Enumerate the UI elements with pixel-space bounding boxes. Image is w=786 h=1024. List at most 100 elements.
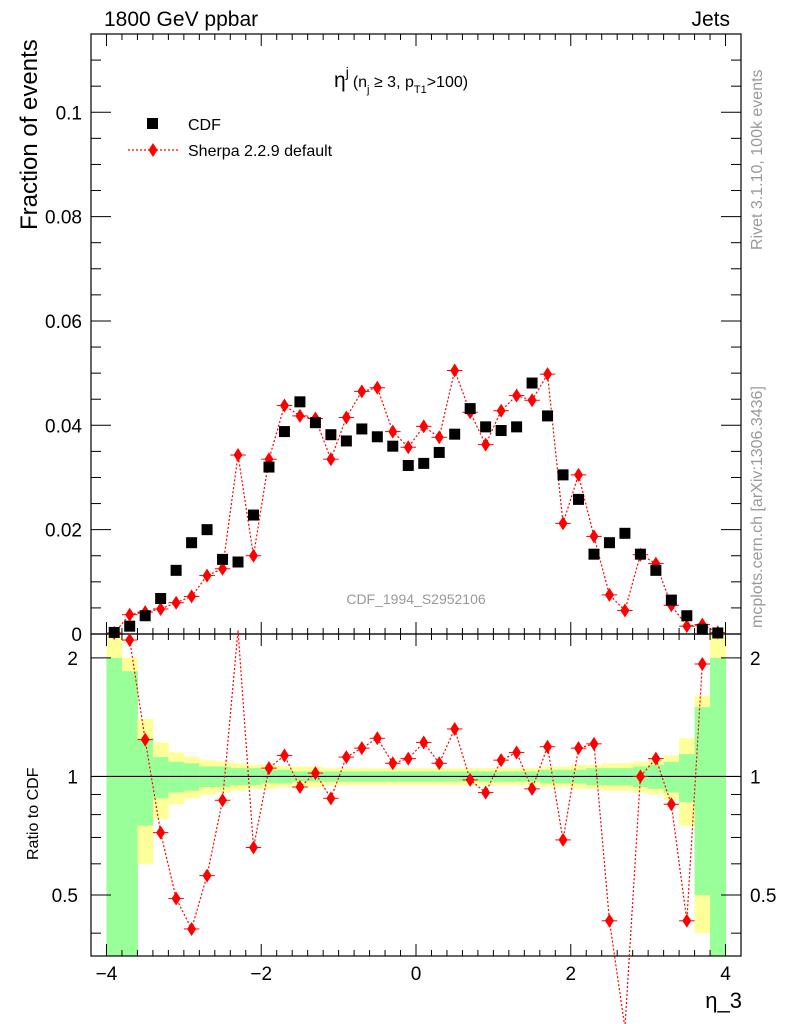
title-end: >100) [427,74,468,91]
ratio-point [310,766,320,781]
ratio-point [697,656,707,671]
title-sub1: j [366,84,369,96]
ratio-point [589,736,599,751]
ratio-point [403,751,413,766]
ratio-point [419,735,429,750]
sherpa-point [682,619,692,634]
header-left: 1800 GeV ppbar [104,8,259,31]
sherpa-point [125,607,135,622]
y-tick-label-top: 0.08 [45,208,82,229]
cdf-point [325,429,337,441]
cdf-point [557,469,569,481]
ratio-point [372,731,382,746]
sherpa-point [249,548,258,563]
sherpa-point [543,367,553,382]
ratio-point [295,780,305,795]
cdf-point [294,396,306,408]
cdf-point [526,377,538,389]
title-eta: η [334,69,346,92]
ratio-point [496,753,506,768]
bottom-ylabel: Ratio to CDF [25,767,42,860]
ratio-point [140,732,150,747]
y-tick-label-bottom-right: 0.5 [750,886,776,907]
title-sup: j [345,64,349,80]
x-tick-label: 4 [720,964,731,985]
ratio-point [156,825,166,840]
x-tick-label: 2 [565,964,576,985]
panel-title: ηj(nj ≥ 3, pT1>100) [334,64,468,96]
cdf-point [573,493,584,505]
y-tick-label-top: 0.04 [45,416,82,437]
legend-cdf-label: CDF [188,117,221,134]
plot-frames [90,33,742,957]
cdf-point [139,610,151,622]
legend-sherpa-label: Sherpa 2.2.9 default [188,143,333,160]
y-tick-label-top: 0.02 [45,521,82,542]
sherpa-point [279,398,289,413]
y-tick-label-bottom-right: 1 [750,767,761,788]
sherpa-point [372,380,382,395]
sherpa-point [295,408,305,423]
ratio-point [666,797,676,812]
band-inner [694,707,711,895]
ratio-point [465,772,475,787]
y-tick-label-bottom: 1 [67,767,78,788]
ratio-point [512,745,522,760]
cdf-point [511,421,523,433]
sherpa-point [233,448,243,463]
band-inner [152,757,169,799]
cdf-point [542,410,554,422]
side-mcplots: mcplots.cern.ch [arXiv:1306.3436] [749,386,766,628]
band-inner [137,738,154,826]
svg-text:ηj(nj ≥ 3, pT1>100): ηj(nj ≥ 3, pT1>100) [334,64,468,96]
sherpa-point [527,393,537,408]
ratio-point [558,832,568,847]
cdf-point [402,459,414,471]
sherpa-point [171,595,181,610]
sherpa-point [202,568,212,583]
sherpa-point [512,388,522,403]
sherpa-point [357,384,367,399]
ratio-point [357,741,367,756]
band-inner [168,761,185,793]
ratio-point [651,751,661,766]
cdf-point [217,553,229,565]
cdf-point [387,440,399,452]
sherpa-point [218,561,228,576]
legend-sherpa-marker [148,143,158,157]
legend: CDF Sherpa 2.2.9 default [128,117,333,160]
cdf-point [634,548,646,560]
ratio-point [543,739,553,754]
cdf-point [665,594,677,606]
header-right: Jets [691,8,730,31]
cdf-point [480,421,492,433]
cdf-point [232,556,244,568]
ratio-point [264,761,274,776]
cdf-point [356,423,368,435]
ratio-point [434,756,444,771]
sherpa-point [326,452,336,467]
ratio-point [218,793,228,808]
cdf-point [248,509,259,521]
cdf-point [124,620,136,632]
sherpa-point [434,430,444,445]
ratio-point [249,840,258,855]
cdf-point [603,537,615,549]
cdf-point [108,626,120,638]
watermark: CDF_1994_S2952106 [346,591,486,607]
cdf-point [263,461,275,473]
cdf-point [340,435,352,447]
title-sub2: T1 [414,84,427,96]
ratio-point [125,633,135,648]
cdf-point [681,610,693,622]
title-ge: ≥ 3, p [370,74,414,91]
band-inner [663,761,680,793]
ratio-point [604,913,614,928]
sherpa-point [589,529,599,544]
band-inner [710,657,727,956]
y-tick-label-bottom-right: 2 [750,649,761,670]
ratio-plot-series [121,630,711,1024]
sherpa-point [481,437,491,452]
ratio-point [682,913,692,928]
ratio-point [388,756,398,771]
